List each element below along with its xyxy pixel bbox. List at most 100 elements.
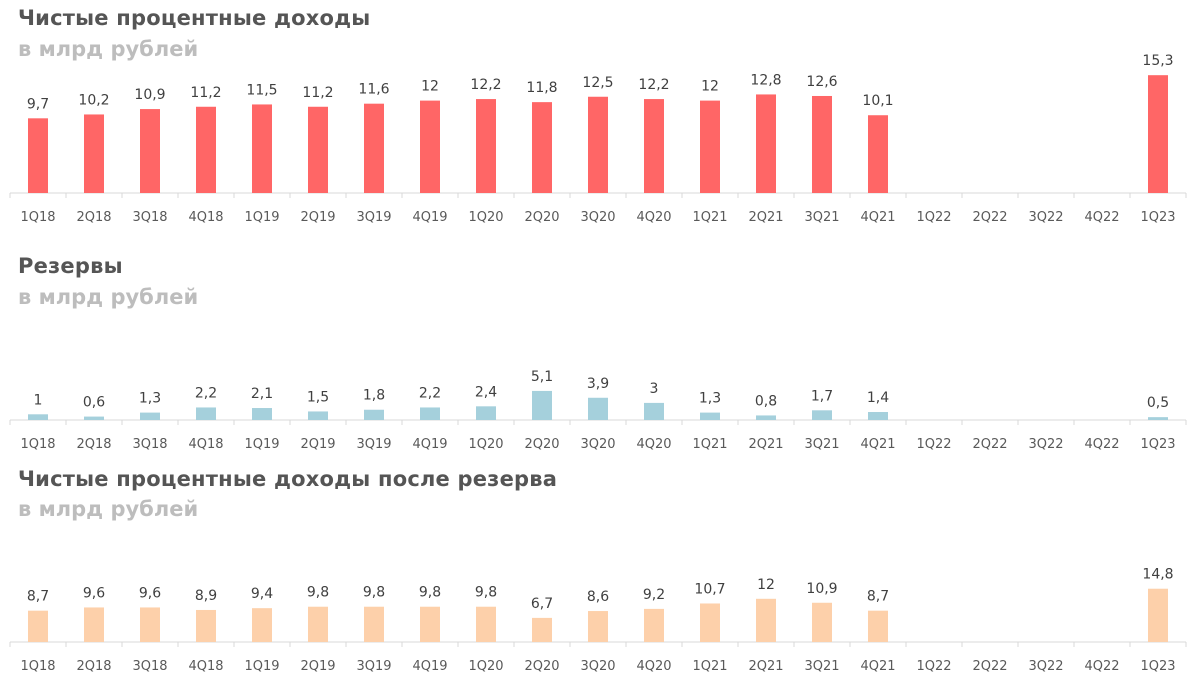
data-label: 2,1 [251,386,273,402]
x-tick-label: 2Q21 [748,659,783,674]
bar [28,610,48,642]
chart-3-title: Чистые процентные доходы после резерва [18,467,558,491]
bar [28,118,48,193]
bar [140,607,160,642]
bar [252,408,272,420]
chart-1-title: Чистые процентные доходы [18,6,371,30]
bar [1148,588,1168,642]
bar [308,606,328,642]
x-tick-label: 1Q21 [692,437,727,452]
bar [700,603,720,642]
x-tick-label: 2Q22 [972,437,1007,452]
data-label: 12,2 [638,77,669,93]
x-tick-label: 4Q21 [860,210,895,225]
data-label: 9,6 [139,585,161,601]
x-tick-label: 4Q20 [636,437,671,452]
x-tick-label: 3Q22 [1028,210,1063,225]
data-label: 1,7 [811,388,833,404]
data-label: 2,2 [419,385,441,401]
x-tick-label: 3Q19 [356,659,391,674]
bar [812,602,832,642]
bar [476,406,496,420]
x-tick-label: 4Q21 [860,437,895,452]
bar [644,608,664,642]
x-tick-label: 3Q20 [580,437,615,452]
x-tick-label: 4Q19 [412,659,447,674]
data-label: 9,8 [363,585,385,601]
x-tick-label: 2Q18 [76,210,111,225]
chart-3-subtitle: в млрд рублей [18,497,199,521]
data-label: 12,2 [470,77,501,93]
bar [140,412,160,420]
x-tick-label: 1Q22 [916,659,951,674]
data-label: 11,2 [302,85,333,101]
data-label: 12 [757,577,775,593]
x-tick-label: 2Q20 [524,210,559,225]
data-label: 0,8 [755,393,777,409]
x-tick-label: 3Q19 [356,210,391,225]
x-tick-label: 1Q20 [468,437,503,452]
x-tick-label: 2Q19 [300,659,335,674]
data-label: 9,8 [419,585,441,601]
data-label: 11,2 [190,85,221,101]
x-tick-label: 4Q21 [860,659,895,674]
x-tick-label: 2Q18 [76,437,111,452]
data-label: 1,4 [867,390,889,406]
x-tick-label: 2Q22 [972,659,1007,674]
x-tick-label: 1Q20 [468,210,503,225]
bar [812,95,832,193]
bar [84,607,104,642]
x-tick-label: 2Q20 [524,659,559,674]
bar [308,411,328,420]
x-tick-label: 4Q20 [636,210,671,225]
x-tick-label: 3Q20 [580,210,615,225]
x-tick-label: 2Q19 [300,210,335,225]
x-tick-label: 2Q21 [748,437,783,452]
bar [420,407,440,420]
bar [644,402,664,420]
data-label: 12 [701,79,719,95]
chart-2-subtitle: в млрд рублей [18,285,199,309]
x-tick-label: 4Q22 [1084,210,1119,225]
x-tick-label: 3Q18 [132,659,167,674]
data-label: 9,4 [251,586,273,602]
data-label: 2,2 [195,385,217,401]
chart-1-subtitle: в млрд рублей [18,37,199,61]
x-tick-label: 2Q20 [524,437,559,452]
data-label: 11,6 [358,82,389,98]
x-tick-label: 4Q22 [1084,437,1119,452]
data-label: 12,8 [750,72,781,88]
x-tick-label: 1Q18 [20,437,55,452]
bar [1148,417,1168,420]
bar [868,412,888,420]
bar [252,608,272,642]
data-label: 9,2 [643,587,665,603]
x-tick-label: 1Q22 [916,437,951,452]
x-tick-label: 1Q21 [692,659,727,674]
x-tick-label: 2Q21 [748,210,783,225]
bar [196,407,216,420]
data-label: 3 [650,381,659,397]
x-tick-label: 4Q18 [188,659,223,674]
data-label: 3,9 [587,376,609,392]
data-label: 8,7 [867,589,889,605]
bar [476,606,496,642]
x-tick-label: 3Q22 [1028,437,1063,452]
x-tick-label: 2Q18 [76,659,111,674]
x-tick-label: 4Q19 [412,210,447,225]
x-tick-label: 4Q18 [188,210,223,225]
bar [700,100,720,193]
data-label: 1 [34,392,43,408]
data-label: 2,4 [475,384,497,400]
x-tick-label: 1Q18 [20,210,55,225]
data-label: 1,8 [363,388,385,404]
data-label: 9,8 [475,585,497,601]
data-label: 8,9 [195,588,217,604]
x-tick-label: 4Q19 [412,437,447,452]
bar [644,99,664,193]
data-label: 8,6 [587,589,609,605]
data-label: 10,9 [134,87,165,103]
data-label: 10,2 [78,92,109,108]
x-tick-label: 1Q20 [468,659,503,674]
x-tick-label: 1Q22 [916,210,951,225]
